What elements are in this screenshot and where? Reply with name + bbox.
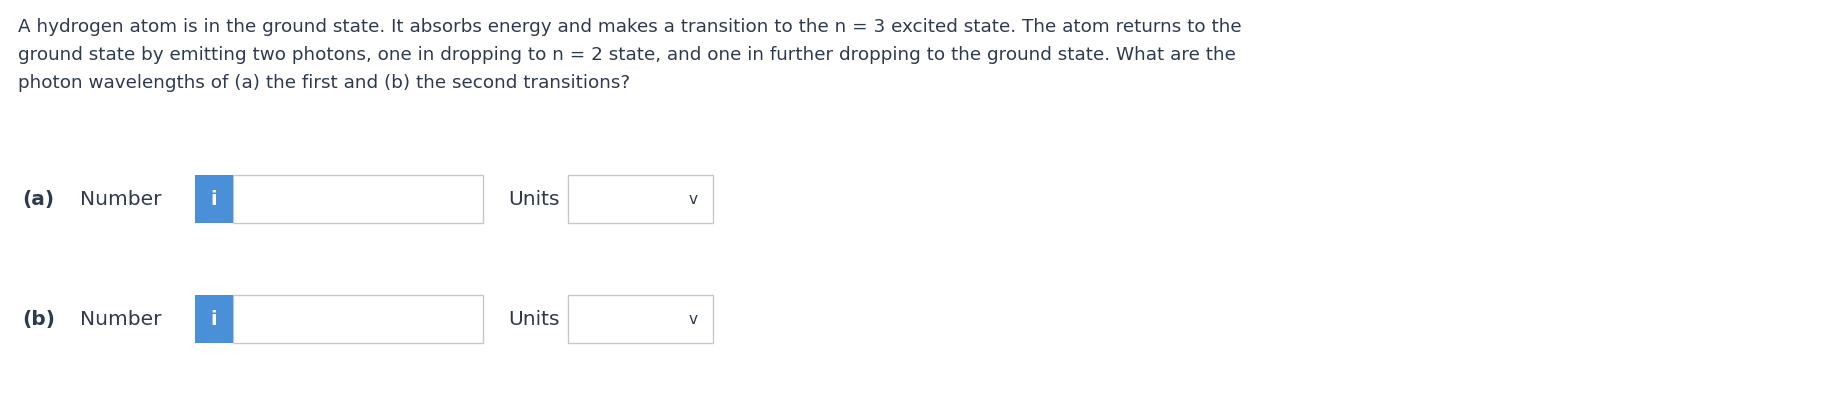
Text: ground state by emitting two photons, one in dropping to n = 2 state, and one in: ground state by emitting two photons, on… — [18, 46, 1236, 64]
Text: A hydrogen atom is in the ground state. It absorbs energy and makes a transition: A hydrogen atom is in the ground state. … — [18, 18, 1241, 36]
Bar — [195, 295, 233, 343]
Bar — [195, 175, 233, 223]
Bar — [233, 295, 483, 343]
Text: v: v — [688, 192, 698, 206]
Text: (a): (a) — [22, 189, 53, 208]
Text: Number: Number — [81, 189, 162, 208]
Bar — [567, 175, 712, 223]
Bar — [233, 175, 483, 223]
Text: i: i — [211, 309, 217, 328]
Text: Units: Units — [509, 189, 560, 208]
Text: photon wavelengths of (a) the first and (b) the second transitions?: photon wavelengths of (a) the first and … — [18, 74, 630, 92]
Text: i: i — [211, 189, 217, 208]
Text: Units: Units — [509, 309, 560, 328]
Text: v: v — [688, 312, 698, 326]
Bar — [567, 295, 712, 343]
Text: (b): (b) — [22, 309, 55, 328]
Text: Number: Number — [81, 309, 162, 328]
